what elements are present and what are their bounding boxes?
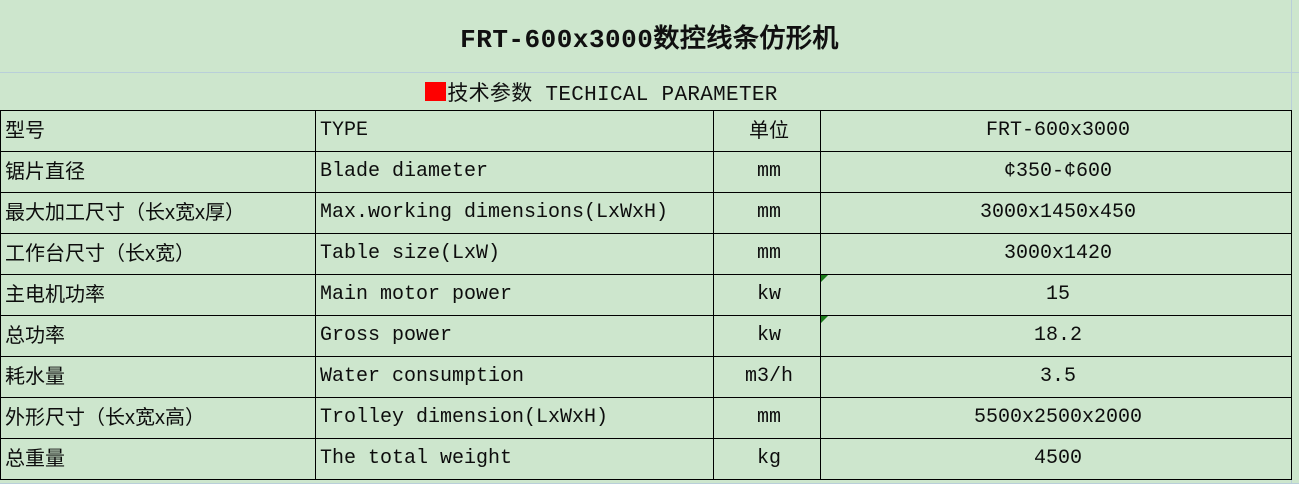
cell-parameter-en: Trolley dimension(LxWxH) bbox=[315, 397, 714, 439]
cell-parameter-en: Max.working dimensions(LxWxH) bbox=[315, 192, 714, 234]
table-row: 总功率 Gross power kw 18.2 bbox=[0, 315, 1292, 357]
subtitle-band: 技术参数 TECHICAL PARAMETER bbox=[0, 73, 1299, 110]
cell-unit: 单位 bbox=[713, 110, 821, 152]
section-heading: 技术参数 TECHICAL PARAMETER bbox=[447, 83, 778, 107]
cell-value-text: 5500x2500x2000 bbox=[973, 406, 1143, 429]
cell-parameter-en: TYPE bbox=[315, 110, 714, 152]
spec-table-body: 型号 TYPE 单位 FRT-600x3000 锯片直径 Blade diameter mm… bbox=[0, 110, 1292, 480]
comment-indicator-icon bbox=[821, 275, 828, 282]
cell-parameter-cn: 总重量 bbox=[0, 438, 316, 480]
cell-value: 3000x1420 bbox=[820, 233, 1292, 275]
cell-value-text: 4500 bbox=[1033, 447, 1082, 470]
cell-parameter-cn: 总功率 bbox=[0, 315, 316, 357]
gridline-vertical bbox=[1291, 0, 1292, 484]
cell-value: ¢350-¢600 bbox=[820, 151, 1292, 193]
cell-parameter-cn: 工作台尺寸（长x宽） bbox=[0, 233, 316, 275]
cell-value-text: ¢350-¢600 bbox=[1003, 160, 1113, 183]
cell-unit: mm bbox=[713, 397, 821, 439]
cell-unit: mm bbox=[713, 192, 821, 234]
cell-value: FRT-600x3000 bbox=[820, 110, 1292, 152]
cell-parameter-en: The total weight bbox=[315, 438, 714, 480]
cell-value: 15 bbox=[820, 274, 1292, 316]
cell-value: 18.2 bbox=[820, 315, 1292, 357]
cell-parameter-en: Blade diameter bbox=[315, 151, 714, 193]
cell-unit: kg bbox=[713, 438, 821, 480]
cell-parameter-cn: 最大加工尺寸（长x宽x厚） bbox=[0, 192, 316, 234]
cell-parameter-en: Main motor power bbox=[315, 274, 714, 316]
spec-table: 型号 TYPE 单位 FRT-600x3000 锯片直径 Blade diameter mm… bbox=[0, 110, 1292, 480]
table-row: 型号 TYPE 单位 FRT-600x3000 bbox=[0, 110, 1292, 152]
cell-value-text: 3000x1420 bbox=[1003, 242, 1113, 265]
red-square-bullet-icon bbox=[425, 82, 447, 101]
cell-parameter-en: Table size(LxW) bbox=[315, 233, 714, 275]
cell-parameter-en: Water consumption bbox=[315, 356, 714, 398]
cell-parameter-en: Gross power bbox=[315, 315, 714, 357]
table-row: 最大加工尺寸（长x宽x厚） Max.working dimensions(LxWx… bbox=[0, 192, 1292, 234]
page-title: FRT-600x3000数控线条仿形机 bbox=[460, 24, 839, 55]
comment-indicator-icon bbox=[821, 316, 828, 323]
cell-unit: m3/h bbox=[713, 356, 821, 398]
cell-parameter-cn: 耗水量 bbox=[0, 356, 316, 398]
cell-parameter-cn: 型号 bbox=[0, 110, 316, 152]
cell-parameter-cn: 外形尺寸（长x宽x高） bbox=[0, 397, 316, 439]
cell-value-text: 3000x1450x450 bbox=[979, 201, 1137, 224]
gridline-horizontal bbox=[0, 72, 1299, 73]
cell-parameter-cn: 锯片直径 bbox=[0, 151, 316, 193]
title-band: FRT-600x3000数控线条仿形机 bbox=[0, 0, 1299, 72]
cell-value-text: 18.2 bbox=[1033, 324, 1082, 347]
cell-value-text: 3.5 bbox=[1039, 365, 1076, 388]
cell-value: 3.5 bbox=[820, 356, 1292, 398]
table-row: 锯片直径 Blade diameter mm ¢350-¢600 bbox=[0, 151, 1292, 193]
table-row: 工作台尺寸（长x宽） Table size(LxW) mm 3000x1420 bbox=[0, 233, 1292, 275]
cell-unit: kw bbox=[713, 315, 821, 357]
cell-unit: kw bbox=[713, 274, 821, 316]
table-row: 外形尺寸（长x宽x高） Trolley dimension(LxWxH) mm 550… bbox=[0, 397, 1292, 439]
cell-value: 4500 bbox=[820, 438, 1292, 480]
cell-value: 5500x2500x2000 bbox=[820, 397, 1292, 439]
cell-value: 3000x1450x450 bbox=[820, 192, 1292, 234]
cell-value-text: FRT-600x3000 bbox=[985, 119, 1131, 142]
table-row: 总重量 The total weight kg 4500 bbox=[0, 438, 1292, 480]
cell-parameter-cn: 主电机功率 bbox=[0, 274, 316, 316]
cell-unit: mm bbox=[713, 233, 821, 275]
table-row: 主电机功率 Main motor power kw 15 bbox=[0, 274, 1292, 316]
table-row: 耗水量 Water consumption m3/h 3.5 bbox=[0, 356, 1292, 398]
subtitle-group: 技术参数 TECHICAL PARAMETER bbox=[425, 77, 777, 107]
cell-value-text: 15 bbox=[1045, 283, 1070, 306]
cell-unit: mm bbox=[713, 151, 821, 193]
